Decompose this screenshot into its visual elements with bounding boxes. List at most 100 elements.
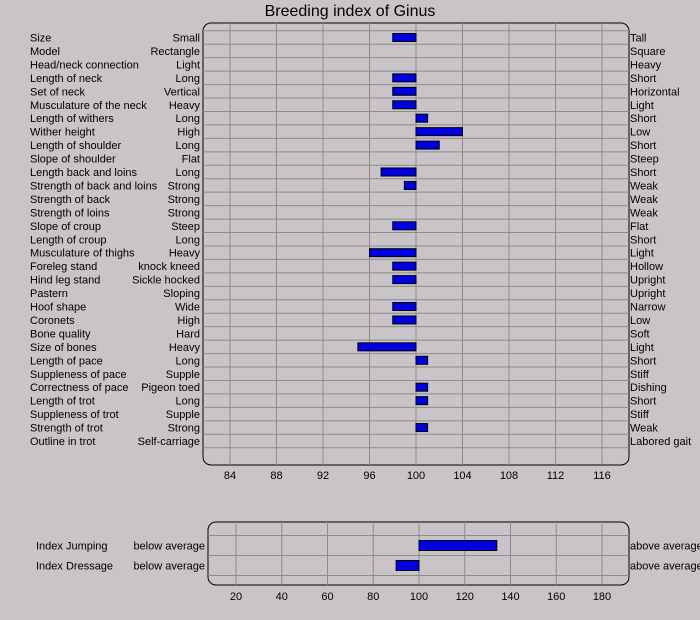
high-pole-label: Square [630, 46, 665, 58]
high-pole-label: Weak [630, 194, 658, 206]
low-pole-label: Self-carriage [138, 436, 200, 448]
high-pole-label: Stiff [630, 409, 650, 421]
low-pole-label: Hard [176, 328, 200, 340]
bar [392, 33, 417, 42]
bar [415, 382, 429, 392]
trait-label: Length back and loins [30, 167, 138, 179]
high-pole-label: Labored gait [630, 436, 691, 448]
trait-label: Musculature of the neck [30, 100, 147, 112]
high-pole-label: above average [630, 561, 700, 573]
high-pole-label: Short [630, 355, 656, 367]
x-tick-label: 100 [407, 470, 425, 482]
high-pole-label: Upright [630, 288, 665, 300]
high-pole-label: Horizontal [630, 86, 680, 98]
trait-label: Strength of trot [30, 423, 103, 435]
trait-label: Length of shoulder [30, 140, 121, 152]
x-tick-label: 88 [270, 470, 282, 482]
high-pole-label: Light [630, 248, 654, 260]
trait-label: Index Dressage [36, 561, 113, 573]
low-pole-label: Strong [168, 207, 200, 219]
trait-label: Foreleg stand [30, 261, 97, 273]
high-pole-label: Weak [630, 180, 658, 192]
trait-label: Outline in trot [30, 436, 95, 448]
low-pole-label: Steep [171, 221, 200, 233]
trait-label: Coronets [30, 315, 75, 327]
x-tick-label: 60 [321, 591, 333, 603]
trait-label: Strength of loins [30, 207, 110, 219]
low-pole-label: Sloping [163, 288, 200, 300]
x-tick-label: 180 [593, 591, 611, 603]
bar [392, 315, 417, 325]
x-tick-label: 108 [500, 470, 518, 482]
bar [415, 140, 440, 150]
bar [403, 180, 417, 190]
bar [415, 113, 429, 123]
bar [392, 221, 417, 231]
bar [415, 396, 429, 406]
trait-label: Size of bones [30, 342, 97, 354]
high-pole-label: Low [630, 127, 650, 139]
high-pole-label: Light [630, 342, 654, 354]
bar [369, 248, 417, 258]
x-tick-label: 120 [456, 591, 474, 603]
trait-label: Set of neck [30, 86, 86, 98]
trait-label: Index Jumping [36, 541, 108, 553]
high-pole-label: Dishing [630, 382, 667, 394]
high-pole-label: Light [630, 100, 654, 112]
trait-label: Length of croup [30, 234, 106, 246]
low-pole-label: Heavy [169, 248, 201, 260]
trait-label: Length of pace [30, 355, 103, 367]
trait-label: Wither height [30, 127, 95, 139]
x-tick-label: 40 [276, 591, 288, 603]
low-pole-label: Long [176, 355, 200, 367]
low-pole-label: Small [172, 33, 200, 45]
low-pole-label: Heavy [169, 100, 201, 112]
low-pole-label: Wide [175, 302, 200, 314]
x-tick-label: 140 [501, 591, 519, 603]
low-pole-label: Long [176, 167, 200, 179]
bar [380, 167, 417, 177]
trait-label: Hind leg stand [30, 275, 100, 287]
trait-label: Pastern [30, 288, 68, 300]
x-tick-label: 116 [593, 470, 611, 482]
trait-label: Strength of back and loins [30, 180, 158, 192]
low-pole-label: Strong [168, 180, 200, 192]
high-pole-label: Flat [630, 221, 648, 233]
high-pole-label: above average [630, 541, 700, 553]
trait-label: Model [30, 46, 60, 58]
low-pole-label: Vertical [164, 86, 200, 98]
low-pole-label: below average [133, 561, 205, 573]
high-pole-label: Short [630, 73, 656, 85]
low-pole-label: Long [176, 73, 200, 85]
high-pole-label: Weak [630, 423, 658, 435]
trait-label: Size [30, 33, 51, 45]
high-pole-label: Short [630, 234, 656, 246]
high-pole-label: Low [630, 315, 650, 327]
high-pole-label: Narrow [630, 302, 666, 314]
high-pole-label: Weak [630, 207, 658, 219]
x-tick-label: 96 [363, 470, 375, 482]
bar [415, 423, 429, 433]
bar [415, 127, 463, 137]
trait-label: Slope of croup [30, 221, 101, 233]
trait-label: Bone quality [30, 328, 91, 340]
chart-panel-1 [207, 521, 630, 586]
trait-label: Length of trot [30, 396, 95, 408]
low-pole-label: Light [176, 59, 200, 71]
low-pole-label: Supple [166, 409, 200, 421]
bar [392, 302, 417, 311]
chart-title: Breeding index of Ginus [265, 3, 436, 20]
high-pole-label: Hollow [630, 261, 663, 273]
x-tick-label: 20 [230, 591, 242, 603]
bar [418, 540, 498, 551]
low-pole-label: Long [176, 234, 200, 246]
trait-label: Strength of back [30, 194, 111, 206]
low-pole-label: Flat [182, 154, 200, 166]
x-tick-label: 80 [367, 591, 379, 603]
low-pole-label: Supple [166, 369, 200, 381]
bar [392, 100, 417, 110]
x-tick-label: 100 [410, 591, 428, 603]
x-tick-label: 112 [547, 470, 565, 482]
high-pole-label: Soft [630, 328, 650, 340]
